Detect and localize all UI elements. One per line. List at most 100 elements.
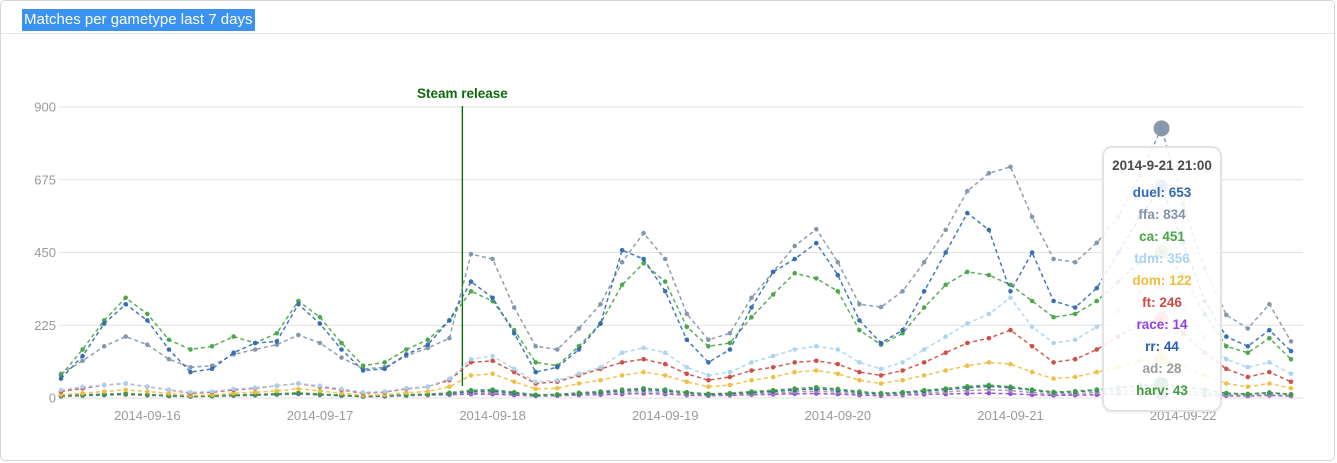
series-point-ffa[interactable]: [1224, 312, 1229, 318]
series-point-ca[interactable]: [1029, 298, 1035, 304]
series-point-dom[interactable]: [684, 379, 690, 385]
series-point-duel[interactable]: [80, 353, 85, 359]
series-point-harv[interactable]: [490, 387, 495, 392]
series-point-duel[interactable]: [835, 272, 841, 278]
series-point-ffa[interactable]: [662, 256, 668, 262]
series-point-duel[interactable]: [1224, 334, 1229, 339]
series-point-dom[interactable]: [468, 373, 474, 378]
series-point-harv[interactable]: [123, 391, 128, 397]
series-point-ft[interactable]: [900, 368, 905, 373]
series-point-harv[interactable]: [1008, 384, 1013, 390]
series-point-tdm[interactable]: [231, 386, 236, 392]
series-point-ft[interactable]: [749, 368, 754, 373]
series-point-ft[interactable]: [1288, 379, 1294, 385]
series-point-duel[interactable]: [533, 369, 538, 375]
series-point-ca[interactable]: [425, 337, 431, 343]
series-point-ca[interactable]: [490, 298, 495, 304]
series-point-ffa[interactable]: [425, 345, 431, 351]
series-point-duel[interactable]: [1051, 298, 1056, 304]
series-point-ca[interactable]: [533, 360, 538, 365]
series-point-duel[interactable]: [1267, 327, 1272, 333]
series-point-duel[interactable]: [641, 256, 646, 262]
series-point-dom[interactable]: [770, 374, 776, 380]
series-point-ffa[interactable]: [965, 188, 970, 194]
series-point-tdm[interactable]: [533, 379, 538, 385]
series-point-ca[interactable]: [1267, 335, 1272, 341]
series-point-duel[interactable]: [749, 305, 754, 310]
series-point-dom[interactable]: [166, 391, 172, 396]
series-point-duel[interactable]: [123, 301, 128, 307]
series-point-duel[interactable]: [576, 347, 582, 352]
series-point-harv[interactable]: [576, 390, 582, 396]
series-point-tdm[interactable]: [965, 321, 970, 326]
series-point-tdm[interactable]: [943, 334, 948, 339]
series-point-tdm[interactable]: [598, 365, 603, 370]
series-point-harv[interactable]: [533, 392, 538, 398]
series-point-dom[interactable]: [447, 384, 452, 390]
series-point-ca[interactable]: [857, 327, 862, 333]
series-point-ffa[interactable]: [576, 326, 582, 331]
series-point-duel[interactable]: [360, 368, 366, 373]
series-point-tdm[interactable]: [382, 389, 388, 394]
series-point-dom[interactable]: [814, 368, 819, 373]
series-point-dom[interactable]: [490, 371, 495, 377]
series-point-ffa[interactable]: [857, 301, 862, 307]
series-point-harv[interactable]: [598, 389, 603, 394]
series-point-tdm[interactable]: [274, 383, 280, 389]
series-point-dom[interactable]: [965, 363, 970, 369]
series-point-ca[interactable]: [727, 340, 733, 346]
series-point-tdm[interactable]: [317, 383, 323, 389]
series-point-ffa[interactable]: [123, 334, 128, 339]
series-point-ca[interactable]: [188, 347, 193, 352]
series-point-dom[interactable]: [80, 390, 85, 396]
series-point-ft[interactable]: [792, 360, 797, 365]
series-point-ca[interactable]: [1094, 298, 1100, 304]
series-point-duel[interactable]: [1008, 289, 1013, 294]
series-point-tdm[interactable]: [1029, 324, 1035, 330]
series-point-ffa[interactable]: [511, 305, 517, 310]
series-point-ft[interactable]: [857, 369, 862, 375]
series-point-ca[interactable]: [101, 318, 107, 323]
series-point-duel[interactable]: [770, 269, 776, 275]
series-point-ca[interactable]: [123, 295, 128, 301]
series-point-ffa[interactable]: [1267, 301, 1272, 307]
series-point-dom[interactable]: [576, 381, 582, 386]
series-point-duel[interactable]: [1029, 250, 1035, 255]
series-point-ft[interactable]: [921, 360, 927, 365]
series-point-dom[interactable]: [986, 360, 992, 365]
series-point-dom[interactable]: [706, 384, 711, 390]
series-point-ft[interactable]: [1245, 374, 1251, 380]
series-point-ca[interactable]: [986, 272, 992, 278]
series-point-tdm[interactable]: [145, 384, 150, 390]
series-point-ft[interactable]: [814, 358, 819, 364]
series-point-ffa[interactable]: [145, 342, 150, 348]
series-point-harv[interactable]: [943, 386, 948, 391]
series-point-duel[interactable]: [986, 227, 992, 233]
series-point-ca[interactable]: [619, 282, 625, 288]
series-point-dom[interactable]: [662, 373, 668, 378]
series-point-ft[interactable]: [1072, 356, 1078, 362]
series-point-dom[interactable]: [58, 392, 64, 398]
series-point-harv[interactable]: [1029, 387, 1035, 392]
series-point-tdm[interactable]: [296, 381, 301, 386]
series-point-tdm[interactable]: [857, 360, 862, 365]
series-point-dom[interactable]: [1051, 376, 1056, 381]
series-point-dom[interactable]: [619, 373, 625, 378]
series-point-tdm[interactable]: [404, 386, 409, 391]
series-point-ffa[interactable]: [1072, 259, 1078, 265]
series-point-ft[interactable]: [619, 360, 625, 365]
series-point-ffa[interactable]: [598, 301, 603, 307]
series-point-harv[interactable]: [878, 390, 884, 396]
series-point-ft[interactable]: [1051, 360, 1056, 365]
series-point-harv[interactable]: [1094, 387, 1100, 392]
series-point-harv[interactable]: [684, 389, 690, 395]
series-point-ffa[interactable]: [727, 331, 733, 336]
series-point-ca[interactable]: [684, 324, 690, 330]
series-point-ca[interactable]: [1008, 282, 1013, 288]
series-point-ffa[interactable]: [921, 259, 927, 265]
series-point-ffa[interactable]: [878, 304, 884, 310]
series-point-harv[interactable]: [1288, 392, 1294, 397]
series-point-ffa[interactable]: [317, 340, 323, 346]
series-point-tdm[interactable]: [684, 365, 690, 370]
series-point-ffa[interactable]: [252, 347, 258, 352]
